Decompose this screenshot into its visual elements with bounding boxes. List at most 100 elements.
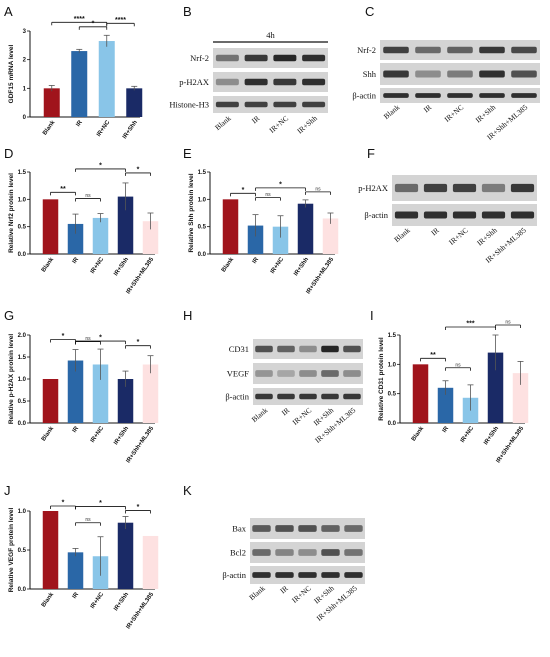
bar-ir-shh-ml385 (142, 221, 159, 254)
x-tick-label: IR+Shh (122, 119, 139, 140)
bar-ir (71, 51, 88, 117)
blot-band (302, 54, 326, 62)
blot-strip (213, 72, 328, 92)
blot-band (215, 54, 239, 62)
blot-lane-label: IR+Shh (474, 102, 498, 124)
bar-ir-shh-ml385 (142, 364, 159, 423)
blot-lane-label: Blank (213, 113, 233, 132)
x-tick-label: IR+NC (90, 591, 106, 610)
blot-strip (213, 96, 328, 113)
x-tick-label: IR (252, 256, 261, 265)
blot-band (255, 345, 273, 353)
blot-lane-label: Blank (382, 102, 402, 121)
y-axis-title: Relative Shh protein level (188, 173, 195, 252)
bar-ir (67, 360, 84, 423)
blot-lane-label: IR+Shh (295, 113, 319, 135)
bar-ir-nc (272, 226, 289, 254)
blot-band (275, 572, 294, 578)
significance-label: * (137, 339, 140, 346)
significance-label: * (137, 166, 140, 173)
x-tick-label: IR+Shh+ML385 (496, 425, 526, 464)
x-tick-label: Blank (41, 591, 56, 608)
significance-label: *** (466, 321, 474, 328)
x-tick-label: IR+NC (270, 256, 286, 275)
significance-label: ns (265, 192, 271, 198)
bar-ir (67, 552, 84, 589)
blot-band (244, 78, 268, 86)
blot-band (244, 54, 268, 62)
blot-band (321, 572, 340, 578)
blot-band (275, 525, 294, 532)
significance-label: ns (85, 193, 91, 199)
blot-band (302, 78, 326, 86)
blot-band (511, 70, 537, 78)
blot-band (447, 70, 473, 78)
blot-row-label: β-actin (352, 91, 376, 101)
significance-label: * (99, 500, 102, 507)
blot-band (299, 345, 317, 353)
x-tick-label: IR+Shh (293, 256, 310, 277)
y-tick-label: 0.0 (18, 587, 27, 593)
y-tick-label: 2 (23, 58, 27, 64)
y-tick-label: 1.0 (18, 377, 27, 383)
blot-band (394, 211, 419, 219)
x-tick-label: Blank (41, 256, 56, 273)
blot-band (273, 101, 297, 108)
x-tick-label: IR+Shh (113, 256, 130, 277)
panel-label-f: F (367, 146, 375, 161)
panel-label-b: B (183, 4, 192, 19)
blot-band (252, 572, 271, 578)
blot-band (277, 345, 295, 353)
blot-band (321, 549, 340, 556)
blot-lane-label: IR (429, 226, 441, 238)
blot-lane-label: IR (250, 114, 262, 126)
blot-band (298, 572, 317, 578)
bar-ir-shh (297, 203, 314, 254)
blot-band (302, 101, 326, 108)
blot-band (321, 393, 339, 400)
x-tick-label: IR+NC (96, 119, 112, 138)
panel-label-c: C (365, 4, 374, 19)
blot-band (244, 101, 268, 108)
significance-label: * (242, 187, 245, 194)
x-tick-label: IR+Shh+ML385 (126, 591, 156, 630)
blot-lane-label: IR+NC (267, 114, 290, 135)
blot-band (299, 370, 317, 377)
significance-label: ns (85, 517, 91, 523)
significance-label: * (137, 504, 140, 511)
blot-lane-label: IR+NC (447, 226, 470, 247)
significance-label: ns (85, 336, 91, 342)
blot-band (252, 525, 271, 532)
blot-lane-label: IR+NC (443, 103, 466, 124)
blot-band (344, 549, 363, 556)
y-tick-label: 0.5 (18, 225, 27, 231)
y-axis-title: Relative p-H2AX protein level (8, 334, 15, 424)
blot-band (215, 101, 239, 108)
blot-band (298, 549, 317, 556)
blot-band (423, 211, 448, 219)
x-tick-label: IR+Shh+ML385 (306, 256, 336, 295)
bar-blank (42, 379, 59, 423)
y-tick-label: 1.0 (198, 197, 207, 203)
x-tick-label: IR (72, 425, 81, 434)
bar-ir (247, 225, 264, 254)
x-tick-label: IR+Shh+ML385 (126, 256, 156, 295)
blot-lane-label: IR+NC (290, 584, 313, 605)
significance-label: ns (455, 362, 461, 368)
blot-band (343, 370, 361, 377)
blot-row-label: Nrf-2 (357, 45, 376, 55)
blot-header: 4h (266, 30, 275, 40)
blot-lane-label: Blank (247, 583, 267, 602)
x-tick-label: Blank (411, 425, 426, 442)
y-axis-title: Relative CD31 protein level (378, 337, 385, 421)
bar-ir-nc (92, 364, 109, 423)
significance-label: * (92, 20, 95, 27)
blot-band (510, 211, 535, 219)
blot-band (383, 46, 409, 54)
blot-band (511, 46, 537, 54)
blot-lane-label: IR (280, 406, 292, 418)
panel-label-a: A (4, 4, 13, 19)
bar-ir-shh-ml385 (322, 218, 339, 254)
significance-label: ** (430, 352, 436, 359)
